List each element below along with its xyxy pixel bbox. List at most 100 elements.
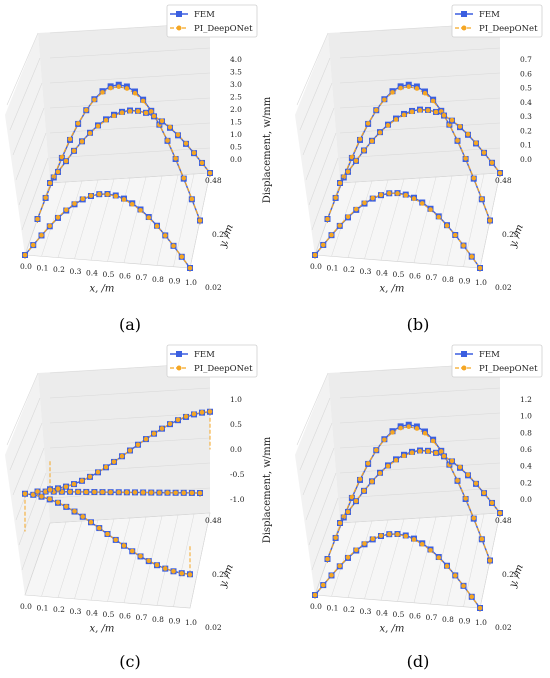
x-axis-label: x, /m xyxy=(90,624,115,635)
legend-fem-marker xyxy=(176,351,182,357)
pi-marker xyxy=(385,123,391,128)
grid-line xyxy=(41,521,67,597)
x-tick-label: 0.8 xyxy=(442,615,454,624)
legend-box xyxy=(451,4,543,38)
z-axis-label: Displacement, w/mm xyxy=(262,436,273,543)
pi-marker xyxy=(377,130,383,135)
grid-line xyxy=(15,447,45,521)
floor-pane xyxy=(24,512,211,609)
pi-marker xyxy=(175,132,181,138)
z-tick-label: -0.5 xyxy=(230,470,245,479)
pi-marker xyxy=(167,124,173,130)
x-tick-label: 0.2 xyxy=(53,605,65,614)
grid-line xyxy=(339,147,501,159)
pi-marker xyxy=(489,160,495,165)
grid-line xyxy=(302,82,333,156)
pi-marker xyxy=(438,449,444,454)
pi-marker xyxy=(395,191,400,196)
grid-line xyxy=(12,82,43,156)
y-tick-label: 0.02 xyxy=(205,623,222,632)
pi-marker xyxy=(146,215,152,220)
grid-line xyxy=(397,517,421,602)
pi-marker xyxy=(96,525,102,531)
grid-line xyxy=(347,180,373,258)
pi-marker xyxy=(473,481,479,486)
grid-line xyxy=(339,437,501,449)
pi-marker xyxy=(373,107,379,113)
pi-marker xyxy=(43,489,48,494)
y-tick-label: 0.02 xyxy=(205,283,222,292)
pi-marker xyxy=(157,490,162,495)
pi-marker xyxy=(325,556,330,562)
pi-marker xyxy=(337,180,343,186)
pi-series-line xyxy=(314,192,481,269)
pi-marker xyxy=(72,509,77,514)
grid-line xyxy=(305,447,335,521)
chart-panel-4: 0.0 0.1 0.2 0.3 0.4 0.5 0.6 0.7 0.8 0.9 1.0 x, /m 0.… xyxy=(295,344,543,635)
pi-marker xyxy=(436,214,442,220)
pi-marker xyxy=(487,218,493,223)
grid-line xyxy=(339,47,501,59)
pi-marker xyxy=(88,193,94,198)
pi-marker xyxy=(406,424,412,430)
pi-marker xyxy=(140,490,146,495)
pi-marker xyxy=(386,531,392,537)
pi-marker xyxy=(428,207,433,212)
y-tick-label: 0.48 xyxy=(495,516,512,525)
z-tick-label: 0.5 xyxy=(230,420,242,429)
pi-marker xyxy=(345,169,351,174)
legend-pi-label: PI_DeepONet xyxy=(194,24,253,34)
pi-marker xyxy=(357,136,363,142)
pi-marker xyxy=(409,109,415,115)
pi-marker xyxy=(135,108,141,114)
caption-d: (d) xyxy=(406,652,430,671)
chart-panel-2: 0.0 0.1 0.2 0.3 0.4 0.5 0.6 0.7 0.8 0.9 1.0 x, /m 0.… xyxy=(295,4,543,295)
pi-marker xyxy=(167,421,173,427)
grid-line xyxy=(107,517,131,602)
grid-line xyxy=(41,181,67,257)
y-axis-label: y, /m xyxy=(507,563,526,590)
pi-marker xyxy=(425,448,431,454)
y-tick-label: 0.02 xyxy=(495,283,512,292)
pi-marker xyxy=(127,108,133,114)
x-tick-label: 0.9 xyxy=(169,276,181,285)
pi-marker xyxy=(165,138,170,143)
z-tick-label: 2.0 xyxy=(230,105,242,114)
y-tick-label: 0.48 xyxy=(205,516,222,525)
pi-marker xyxy=(207,409,213,414)
left-pane xyxy=(295,33,340,255)
pi-marker xyxy=(108,489,113,495)
pi-marker xyxy=(100,489,105,495)
pi-marker xyxy=(457,124,463,129)
grid-line xyxy=(308,132,337,206)
pi-marker xyxy=(127,448,133,453)
legend-pi-label: PI_DeepONet xyxy=(194,364,253,374)
y-axis-label: y, /m xyxy=(507,223,526,250)
z-tick-label: 0.3 xyxy=(520,112,532,121)
x-tick-label: 0.5 xyxy=(103,270,115,279)
pi-marker xyxy=(337,223,343,228)
pi-marker xyxy=(471,175,477,181)
chart-panel-1: 0.0 0.1 0.2 0.3 0.4 0.5 0.6 0.7 0.8 0.9 1.0 x, /m 0.… xyxy=(5,4,273,295)
pi-marker xyxy=(138,207,143,213)
pi-marker xyxy=(398,425,403,431)
pi-marker xyxy=(162,233,168,238)
pi-marker xyxy=(481,150,487,155)
pi-marker xyxy=(116,489,122,495)
pi-series-line xyxy=(314,533,481,609)
y-tick-label: 0.25 xyxy=(502,230,519,239)
pi-marker xyxy=(430,98,436,104)
legend-pi-label: PI_DeepONet xyxy=(479,364,538,374)
pi-marker xyxy=(312,592,318,598)
legend-fem-marker xyxy=(461,11,467,17)
pi-marker xyxy=(312,252,318,258)
left-pane xyxy=(5,373,50,595)
legend-fem-label: FEM xyxy=(194,10,215,20)
pi-marker xyxy=(83,489,89,495)
x-tick-label: 0.5 xyxy=(393,270,405,279)
pi-marker xyxy=(362,200,367,206)
pi-marker xyxy=(88,519,94,525)
pi-marker xyxy=(96,191,102,197)
pi-marker xyxy=(378,192,384,198)
pi-marker xyxy=(159,118,165,124)
